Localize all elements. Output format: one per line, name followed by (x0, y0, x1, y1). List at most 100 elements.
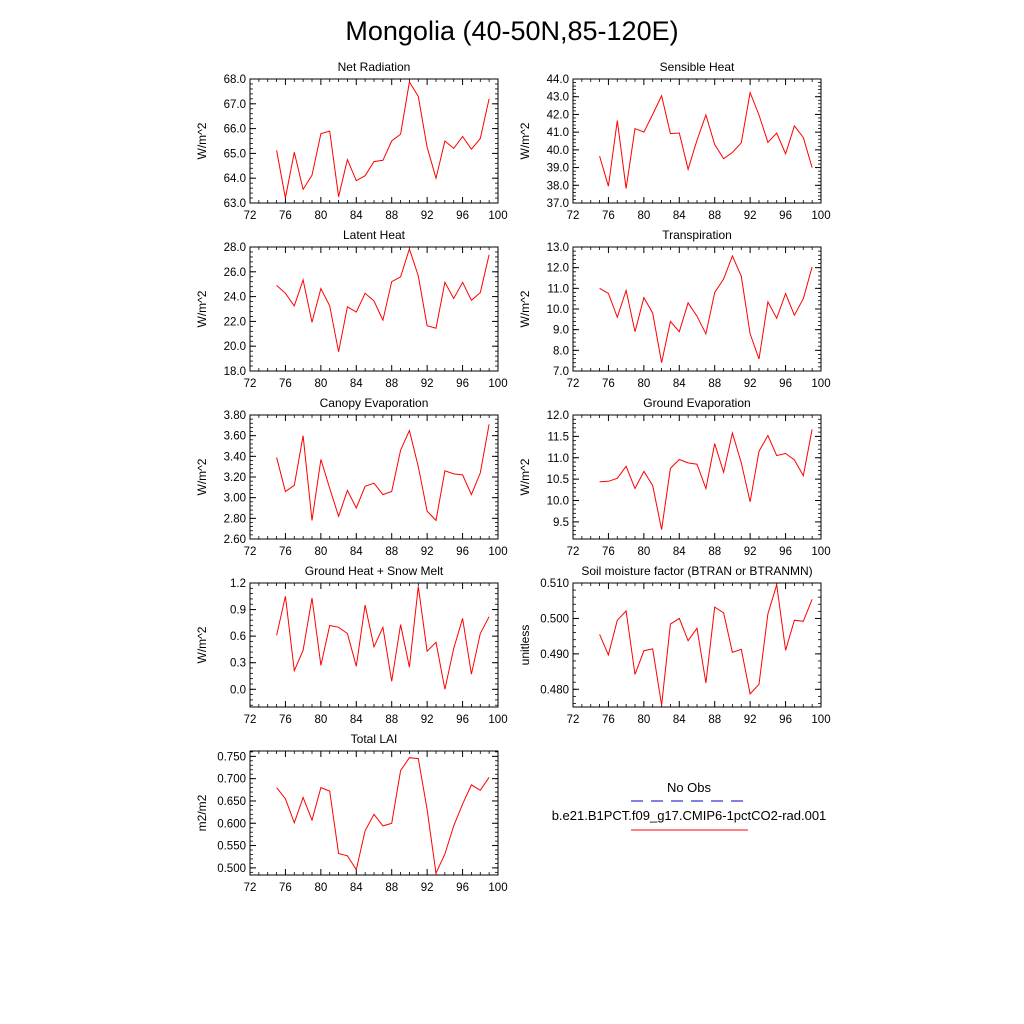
x-tick-label: 76 (279, 546, 292, 558)
y-tick-label: 42.0 (547, 109, 569, 121)
y-tick-label: 10.0 (547, 304, 569, 316)
x-tick-label: 84 (350, 546, 363, 558)
y-axis-label: W/m^2 (195, 626, 209, 663)
x-tick-label: 72 (567, 378, 580, 390)
x-tick-label: 92 (421, 882, 434, 894)
y-tick-label: 18.0 (224, 366, 246, 378)
y-tick-label: 0.480 (540, 684, 569, 696)
panel-title: Sensible Heat (660, 60, 735, 74)
x-tick-label: 84 (673, 546, 686, 558)
x-tick-label: 96 (779, 378, 792, 390)
y-tick-label: 68.0 (224, 74, 246, 86)
x-tick-label: 72 (244, 546, 257, 558)
x-tick-label: 76 (279, 378, 292, 390)
x-tick-label: 96 (456, 210, 469, 222)
legend-obs-label: No Obs (667, 780, 712, 795)
x-tick-label: 72 (567, 210, 580, 222)
x-tick-label: 84 (350, 378, 363, 390)
series-line (599, 90, 813, 189)
y-axis-label: W/m^2 (195, 122, 209, 159)
y-tick-label: 65.0 (224, 148, 246, 160)
y-tick-label: 3.00 (224, 493, 246, 505)
y-tick-label: 3.40 (224, 451, 246, 463)
x-tick-label: 100 (488, 378, 507, 390)
y-tick-label: 0.510 (540, 578, 569, 590)
x-tick-label: 72 (244, 882, 257, 894)
x-tick-label: 88 (385, 210, 398, 222)
y-tick-label: 0.500 (217, 863, 246, 875)
y-tick-label: 7.0 (553, 366, 569, 378)
y-tick-label: 0.750 (217, 751, 246, 763)
y-tick-label: 0.500 (540, 613, 569, 625)
x-tick-label: 80 (314, 210, 327, 222)
y-tick-label: 11.0 (547, 453, 569, 465)
x-tick-label: 84 (350, 210, 363, 222)
x-tick-label: 84 (350, 714, 363, 726)
y-tick-label: 24.0 (224, 292, 246, 304)
y-tick-label: 38.0 (547, 180, 569, 192)
x-tick-label: 88 (385, 378, 398, 390)
x-tick-label: 76 (602, 378, 615, 390)
y-tick-label: 22.0 (224, 316, 246, 328)
x-tick-label: 76 (279, 882, 292, 894)
y-tick-label: 0.700 (217, 774, 246, 786)
chart-panel: 72 76 80 84 88 92 96 100 9.5 10.0 10.5 11.0 11.5 12.0… (518, 396, 831, 558)
x-tick-label: 88 (708, 714, 721, 726)
x-tick-label: 72 (244, 210, 257, 222)
y-tick-label: 2.60 (224, 534, 246, 546)
x-tick-label: 92 (744, 378, 757, 390)
chart-panel: 72 76 80 84 88 92 96 100 37.0 38.0 39.0 40.0 41.0 42.… (518, 60, 831, 222)
y-tick-label: 1.2 (230, 578, 246, 590)
series-line (599, 584, 813, 706)
y-tick-label: 64.0 (224, 173, 246, 185)
series-line (276, 247, 490, 352)
y-tick-label: 40.0 (547, 145, 569, 157)
y-tick-label: 0.6 (230, 631, 246, 643)
x-tick-label: 96 (456, 882, 469, 894)
y-axis-label: W/m^2 (518, 122, 532, 159)
y-tick-label: 0.9 (230, 605, 246, 617)
x-tick-label: 80 (637, 210, 650, 222)
y-tick-label: 0.3 (230, 658, 246, 670)
legend: No Obs b.e21.B1PCT.f09_g17.CMIP6-1pctCO2… (552, 780, 826, 831)
panel-title: Net Radiation (338, 60, 411, 74)
panel-title: Soil moisture factor (BTRAN or BTRANMN) (581, 564, 812, 578)
y-tick-label: 0.550 (217, 841, 246, 853)
panel-title: Canopy Evaporation (320, 396, 429, 410)
x-tick-label: 96 (456, 546, 469, 558)
x-tick-label: 76 (279, 714, 292, 726)
x-tick-label: 100 (811, 546, 830, 558)
chart-panel: 72 76 80 84 88 92 96 100 18.0 20.0 22.0 24.0 26.0 28.… (195, 228, 508, 390)
panel-title: Ground Heat + Snow Melt (305, 564, 444, 578)
y-tick-label: 43.0 (547, 92, 569, 104)
x-tick-label: 92 (744, 210, 757, 222)
y-tick-label: 9.5 (553, 517, 569, 529)
y-tick-label: 28.0 (224, 242, 246, 254)
panel-title: Total LAI (351, 732, 398, 746)
y-tick-label: 12.0 (547, 410, 569, 422)
y-tick-label: 10.5 (547, 474, 569, 486)
y-tick-label: 0.0 (230, 684, 246, 696)
x-tick-label: 92 (744, 546, 757, 558)
y-tick-label: 10.0 (547, 496, 569, 508)
x-tick-label: 80 (314, 378, 327, 390)
x-tick-label: 84 (673, 378, 686, 390)
chart-panel: 72 76 80 84 88 92 96 100 0.500 0.550 0.600 0.650 0.7… (195, 732, 508, 894)
y-axis-label: m2/m2 (195, 794, 209, 831)
panel-title: Ground Evaporation (643, 396, 750, 410)
y-tick-label: 2.80 (224, 513, 246, 525)
x-tick-label: 100 (811, 210, 830, 222)
y-tick-label: 9.0 (553, 325, 569, 337)
x-tick-label: 76 (602, 714, 615, 726)
x-tick-label: 92 (421, 546, 434, 558)
x-tick-label: 96 (779, 714, 792, 726)
x-tick-label: 72 (244, 378, 257, 390)
x-tick-label: 100 (811, 714, 830, 726)
y-axis-label: W/m^2 (195, 458, 209, 495)
y-tick-label: 3.80 (224, 410, 246, 422)
figure-title: Mongolia (40-50N,85-120E) (345, 16, 678, 46)
x-tick-label: 72 (244, 714, 257, 726)
chart-panel: 72 76 80 84 88 92 96 100 63.0 64.0 65.0 66.0 67.0 68.… (195, 60, 508, 222)
series-line (599, 429, 813, 530)
